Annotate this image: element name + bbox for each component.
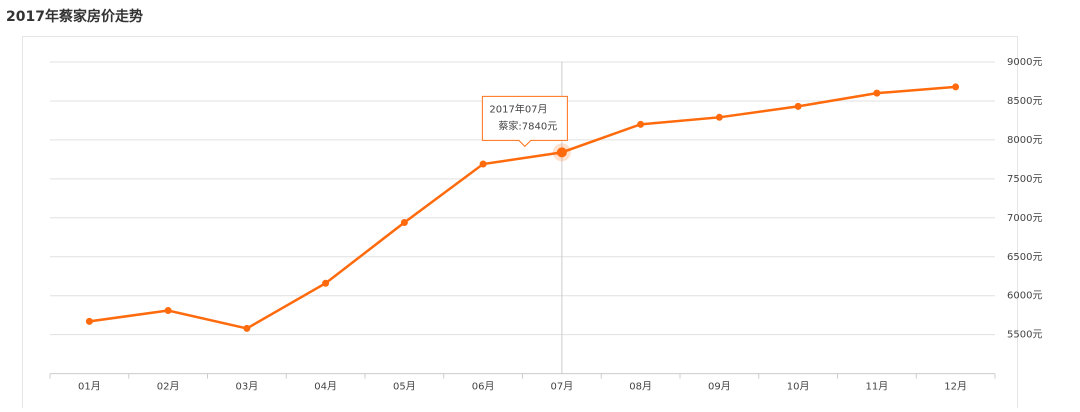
y-tick-label: 8500元 [1007,96,1042,107]
chart-title: 2017年蔡家房价走势 [6,8,143,25]
x-tick-label: 12月 [944,381,967,393]
chart-frame [22,36,1018,412]
x-tick-label: 08月 [629,381,652,393]
y-tick-label: 6000元 [1007,291,1042,302]
y-tick-label: 9000元 [1007,57,1042,68]
point [243,324,251,332]
point [637,120,645,128]
x-tick-label: 04月 [314,381,337,393]
point [715,113,723,121]
x-tick-label: 03月 [236,381,259,393]
x-tick-label: 11月 [866,381,889,393]
x-tick-label: 07月 [551,381,574,393]
tooltip-text: 蔡家:7840元 [498,119,557,132]
y-tick-label: 7500元 [1007,174,1042,185]
x-tick-label: 10月 [787,381,810,393]
point [794,102,802,110]
point [164,307,172,315]
x-tick-label: 01月 [78,381,101,393]
y-tick-label: 8000元 [1007,135,1042,146]
tooltip-box [481,95,568,148]
point [556,147,567,158]
point [322,279,330,287]
point [952,83,960,91]
y-tick-label: 6500元 [1007,252,1042,263]
x-tick-label: 06月 [472,381,495,393]
tooltip-title: 2017年07月 [489,102,547,115]
x-tick-label: 09月 [708,381,731,393]
y-tick-label: 5500元 [1007,330,1042,341]
x-tick-label: 02月 [157,381,180,393]
point [85,317,93,325]
point [873,89,881,97]
y-tick-label: 7000元 [1007,213,1042,224]
x-tick-label: 05月 [393,381,416,393]
line [89,85,956,330]
point [479,160,487,168]
point [400,218,408,226]
